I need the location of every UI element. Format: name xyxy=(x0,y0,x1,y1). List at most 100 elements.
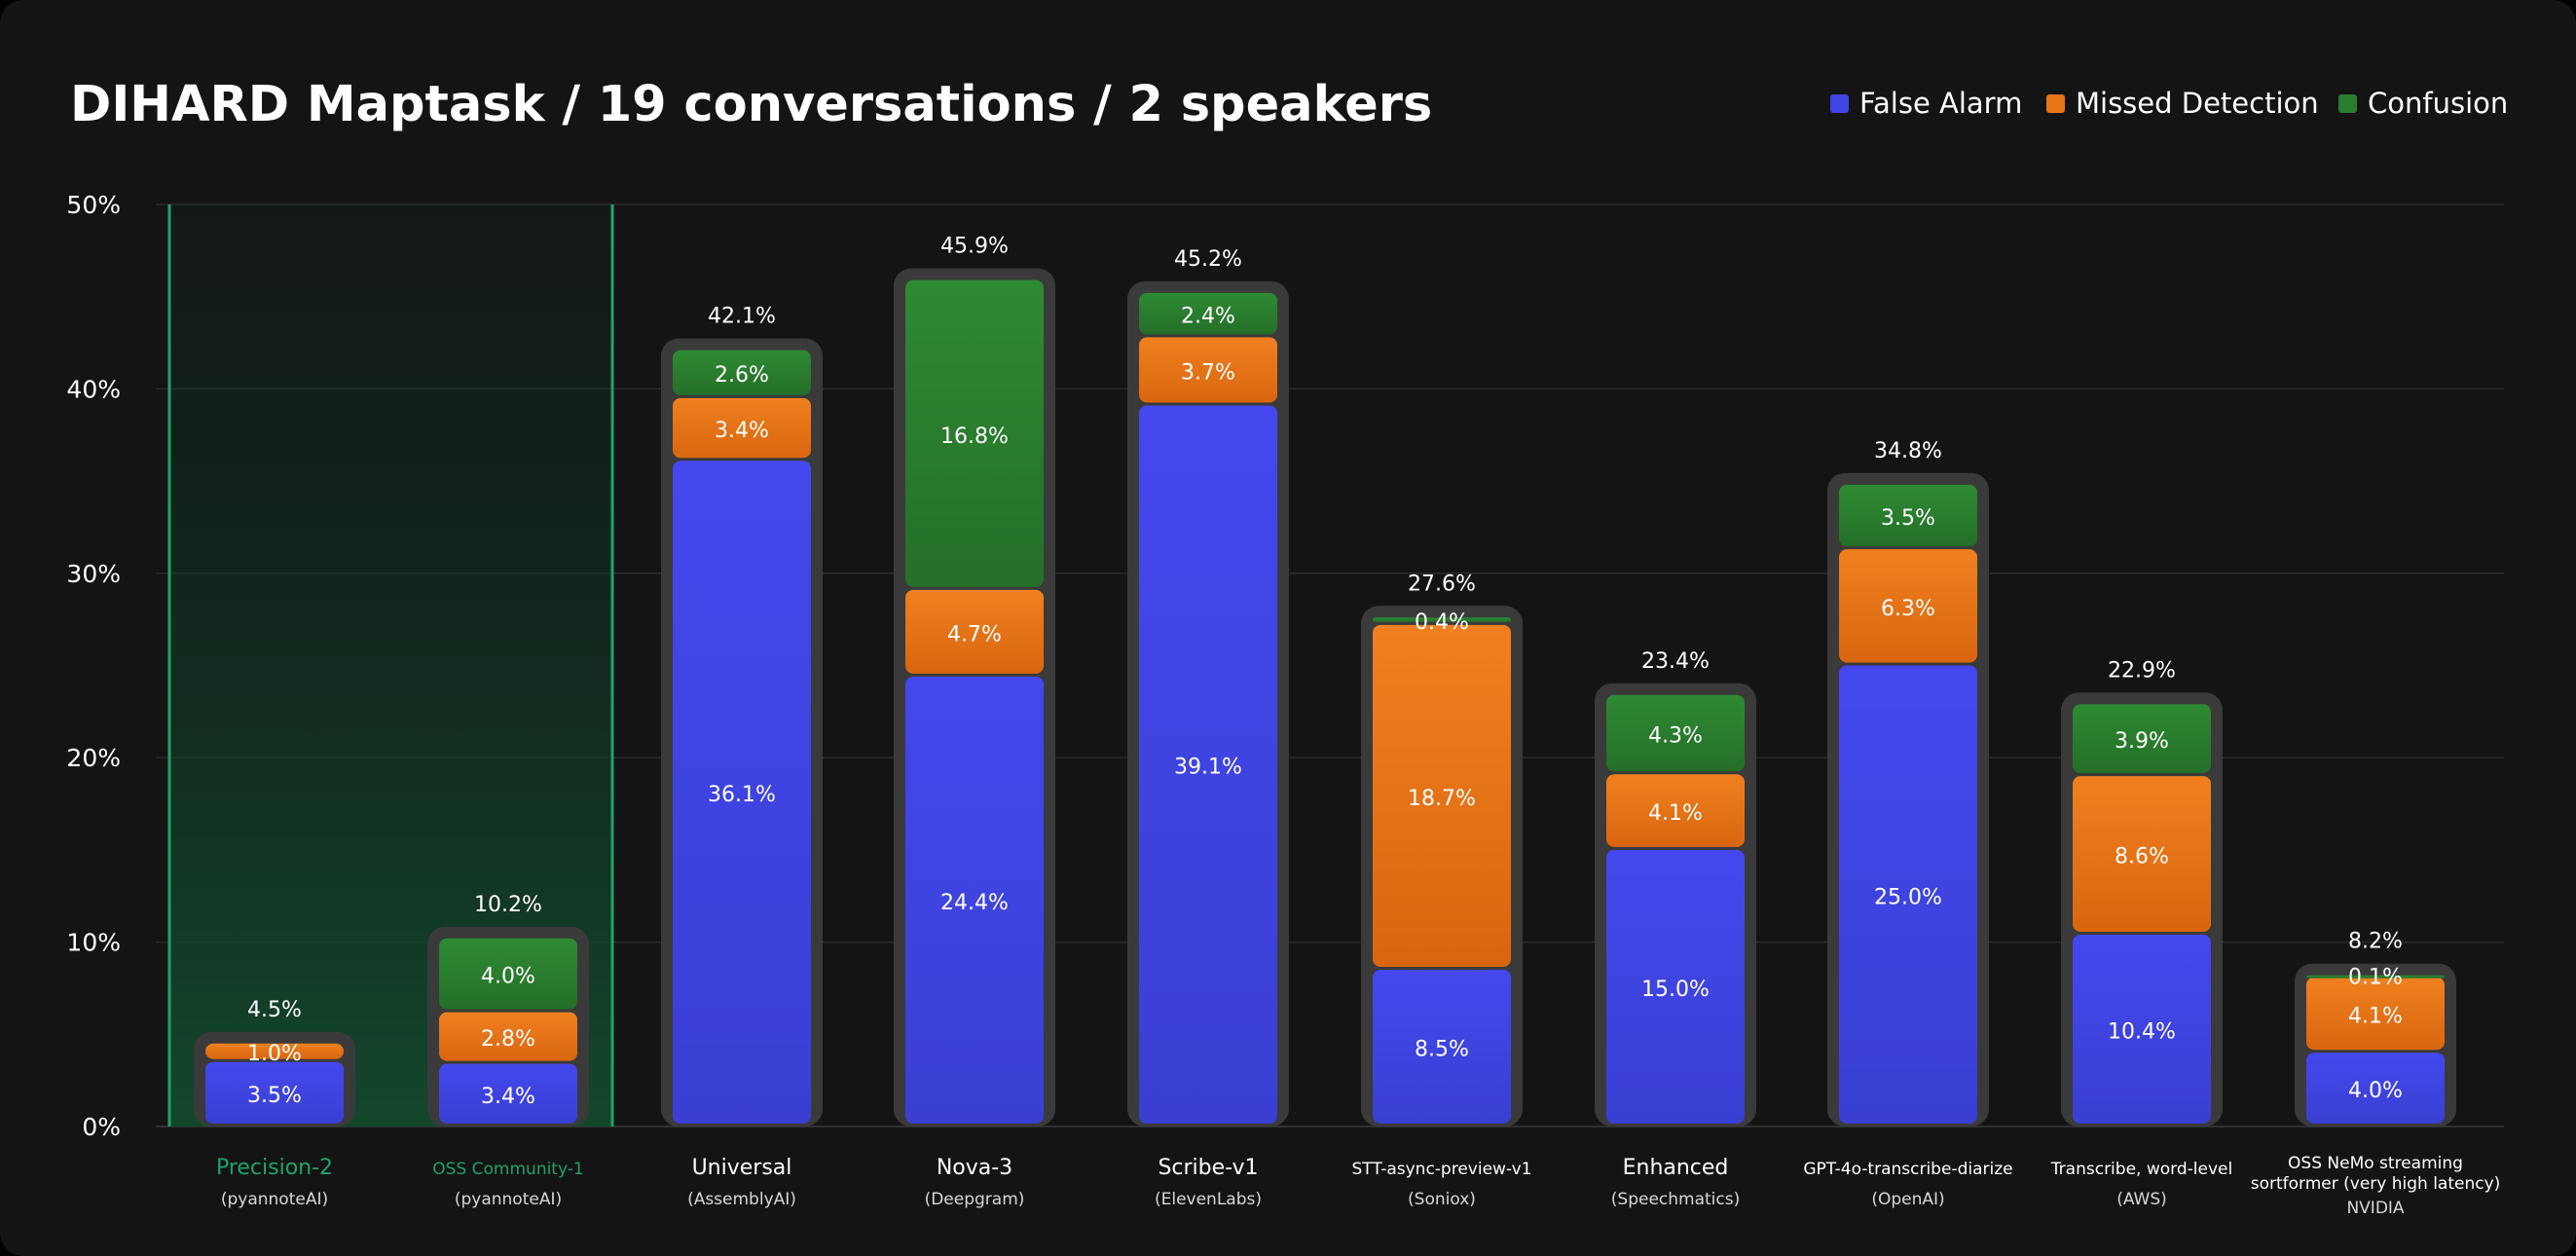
bar-segment-missed-detection xyxy=(2073,776,2211,933)
y-tick-label: 30% xyxy=(66,560,121,588)
bar-segment-label: 3.5% xyxy=(1881,506,1935,531)
bar-segment-false-alarm xyxy=(1606,849,1745,1124)
bar-segment-missed-detection xyxy=(1606,774,1745,847)
bar-segment-label: 3.4% xyxy=(481,1085,535,1109)
bar-segment-false-alarm xyxy=(205,1061,344,1124)
bar-segment-false-alarm xyxy=(2073,935,2211,1124)
bar-total-label: 27.6% xyxy=(1408,572,1476,596)
category-name: STT-async-preview-v1 xyxy=(1352,1160,1532,1179)
bar-total-label: 42.1% xyxy=(708,305,776,329)
bar-segment-false-alarm xyxy=(2306,1053,2445,1124)
bar-total-label: 10.2% xyxy=(474,893,542,917)
bar-segment-false-alarm xyxy=(439,1063,577,1124)
bar-segment-confusion xyxy=(1839,484,1977,547)
y-tick-label: 0% xyxy=(82,1113,121,1141)
bar-segment-label: 4.1% xyxy=(1648,801,1703,826)
bar-segment-missed-detection xyxy=(673,397,811,459)
bar-segment-label: 4.1% xyxy=(2348,1004,2403,1028)
bar-segment-missed-detection xyxy=(1139,337,1277,403)
bar-segment-label: 3.7% xyxy=(1181,360,1235,385)
legend-label-confusion: Confusion xyxy=(2368,87,2508,120)
bar-total-label: 34.8% xyxy=(1874,439,1942,463)
category-provider: (pyannoteAI) xyxy=(221,1190,328,1209)
bar-segment-label: 4.7% xyxy=(947,622,1002,646)
bar-total-label: 22.9% xyxy=(2108,658,2176,683)
category-name: GPT-4o-transcribe-diarize xyxy=(1803,1160,2012,1179)
bar-segment-label: 4.0% xyxy=(481,965,535,989)
y-tick-label: 10% xyxy=(66,929,121,957)
bar-segment-missed-detection xyxy=(1373,624,1511,968)
bar-segment-missed-detection xyxy=(905,589,1044,674)
category-provider: NVIDIA xyxy=(2346,1199,2404,1218)
bar-segment-label: 15.0% xyxy=(1641,978,1710,1002)
bar-segment-label: 25.0% xyxy=(1874,885,1942,909)
bar-segment-label: 2.6% xyxy=(715,363,769,388)
bar-segment-label: 8.6% xyxy=(2115,845,2169,869)
bar-segment-label: 3.4% xyxy=(715,419,769,443)
legend-swatch-missed-detection xyxy=(2046,94,2065,113)
bar-segment-label: 39.1% xyxy=(1174,756,1242,780)
legend: False Alarm Missed Detection Confusion xyxy=(1830,87,2508,120)
bar-segment-label: 2.8% xyxy=(481,1027,535,1052)
bar-layer: 3.5% 1.0% 4.5% 3.4% 2.8% 4.0% 10.2% 36.1% 3.4% 2.… xyxy=(194,235,2456,1127)
bar-segment-label: 8.5% xyxy=(1415,1038,1469,1062)
y-tick-label: 20% xyxy=(66,744,121,772)
category-provider: (AssemblyAI) xyxy=(687,1190,796,1209)
category-provider: (Deepgram) xyxy=(925,1190,1025,1209)
bar-segment-label: 36.1% xyxy=(708,783,776,807)
y-tick-label: 40% xyxy=(66,375,121,403)
category-name: Precision-2 xyxy=(216,1156,333,1180)
category-name: Scribe-v1 xyxy=(1158,1156,1258,1180)
bar-total-label: 8.2% xyxy=(2348,930,2403,954)
category-name: Nova-3 xyxy=(937,1156,1012,1180)
bar-segment-label: 10.4% xyxy=(2108,1020,2176,1045)
category-name: Transcribe, word-level xyxy=(2050,1160,2232,1179)
legend-label-missed-detection: Missed Detection xyxy=(2076,87,2319,120)
bar-segment-label: 6.3% xyxy=(1881,597,1935,621)
category-provider: (AWS) xyxy=(2116,1190,2167,1209)
bar-segment-label: 16.8% xyxy=(940,425,1009,449)
bar-total-label: 23.4% xyxy=(1641,649,1710,674)
bar-segment-confusion xyxy=(905,279,1044,587)
bar-segment-missed-detection xyxy=(1839,549,1977,663)
category-provider: (ElevenLabs) xyxy=(1155,1190,1262,1209)
bar-segment-label: 0.1% xyxy=(2348,966,2403,990)
category-name: Enhanced xyxy=(1623,1156,1729,1180)
chart-title: DIHARD Maptask / 19 conversations / 2 sp… xyxy=(70,76,1432,133)
category-name: Universal xyxy=(692,1156,792,1180)
category-provider: (OpenAI) xyxy=(1871,1190,1944,1209)
category-provider: (Speechmatics) xyxy=(1611,1190,1740,1209)
bar-segment-label: 24.4% xyxy=(940,891,1009,915)
category-provider: (pyannoteAI) xyxy=(455,1190,562,1209)
bar-segment-label: 4.3% xyxy=(1648,724,1703,749)
bar-segment-missed-detection xyxy=(439,1012,577,1061)
category-name: OSS Community-1 xyxy=(432,1160,583,1179)
bar-segment-label: 4.0% xyxy=(2348,1079,2403,1103)
legend-swatch-confusion xyxy=(2338,94,2357,113)
bar-segment-missed-detection xyxy=(2306,977,2445,1051)
category-name: OSS NeMo streaming xyxy=(2288,1154,2463,1173)
category-name-line2: sortformer (very high latency) xyxy=(2251,1174,2501,1194)
bar-segment-label: 1.0% xyxy=(247,1042,302,1066)
bar-segment-confusion xyxy=(1373,617,1511,622)
bar-segment-false-alarm xyxy=(1373,970,1511,1124)
bar-segment-false-alarm xyxy=(1139,405,1277,1124)
category-provider: (Soniox) xyxy=(1408,1190,1476,1209)
legend-swatch-false-alarm xyxy=(1830,94,1849,113)
bar-segment-false-alarm xyxy=(673,461,811,1124)
bar-segment-confusion xyxy=(2306,975,2445,979)
bar-segment-label: 2.4% xyxy=(1181,305,1235,329)
bar-segment-confusion xyxy=(1606,694,1745,772)
bar-segment-label: 18.7% xyxy=(1408,787,1476,811)
legend-label-false-alarm: False Alarm xyxy=(1859,87,2022,120)
bar-segment-label: 0.4% xyxy=(1415,610,1469,635)
bar-total-label: 45.2% xyxy=(1174,247,1242,272)
bar-segment-missed-detection xyxy=(205,1043,344,1059)
bar-segment-label: 3.9% xyxy=(2115,729,2169,754)
bar-segment-confusion xyxy=(439,938,577,1010)
bar-segment-confusion xyxy=(1139,292,1277,335)
bar-segment-confusion xyxy=(673,350,811,395)
category-label-layer: Precision-2 (pyannoteAI) OSS Community-1 (p… xyxy=(216,1154,2500,1218)
bar-segment-confusion xyxy=(2073,704,2211,774)
